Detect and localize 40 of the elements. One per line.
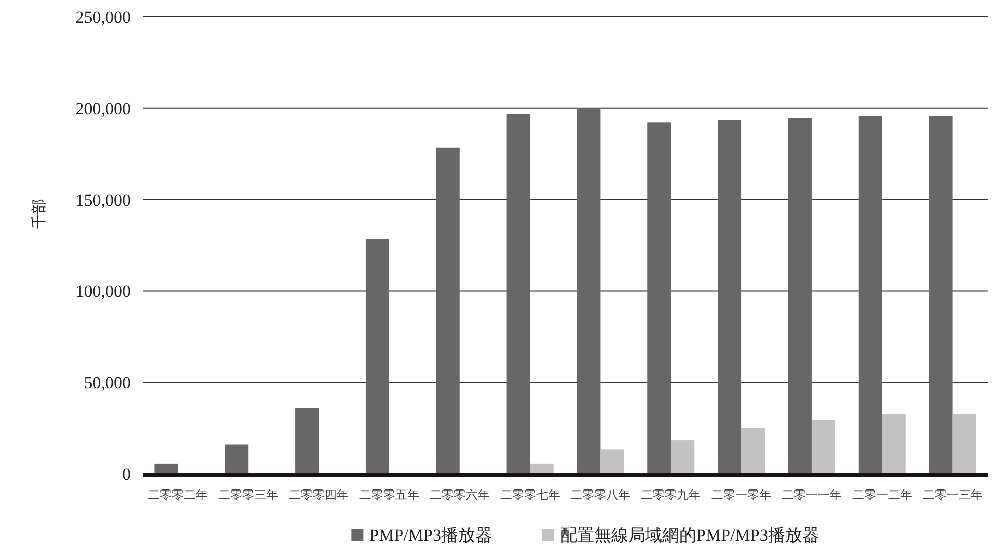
bar — [718, 120, 742, 474]
bar — [436, 148, 460, 474]
x-tick-label: 二零一二年 — [852, 488, 912, 502]
bar — [882, 414, 906, 474]
y-tick-label: 0 — [122, 465, 131, 484]
bar — [929, 116, 953, 474]
bar — [296, 408, 320, 474]
bar — [671, 440, 695, 474]
x-tick-label: 二零一零年 — [712, 488, 772, 502]
y-axis-title: 千部 — [31, 199, 48, 229]
bar — [600, 450, 624, 474]
y-tick-label: 200,000 — [76, 99, 131, 118]
y-tick-label: 150,000 — [76, 190, 131, 210]
x-tick-label: 二零零四年 — [289, 488, 350, 502]
x-tick-label: 二零零二年 — [148, 488, 208, 502]
bar — [506, 114, 530, 474]
bar — [648, 122, 672, 474]
bar — [154, 464, 178, 474]
bar — [366, 239, 390, 474]
bar — [577, 108, 601, 474]
bar — [858, 116, 882, 474]
bar — [788, 118, 812, 474]
x-tick-label: 二零一三年 — [922, 488, 983, 502]
y-tick-label: 250,000 — [76, 8, 131, 27]
bar — [742, 428, 766, 474]
legend-label: PMP/MP3播放器 — [370, 526, 492, 545]
y-tick-label: 50,000 — [84, 374, 131, 393]
y-tick-label: 100,000 — [76, 282, 131, 302]
x-tick-label: 二零零八年 — [570, 488, 631, 502]
bar — [952, 414, 976, 474]
x-tick-label: 二零零九年 — [641, 488, 702, 502]
x-tick-label: 二零一一年 — [782, 488, 842, 502]
bar — [225, 444, 249, 474]
x-tick-label: 二零零六年 — [430, 488, 490, 502]
x-tick-label: 二零零五年 — [359, 488, 420, 502]
bar — [530, 464, 554, 474]
legend-label: 配置無線局域網的PMP/MP3播放器 — [560, 526, 820, 545]
x-tick-label: 二零零七年 — [500, 488, 560, 502]
x-tick-label: 二零零三年 — [218, 488, 279, 502]
bar — [812, 420, 836, 474]
